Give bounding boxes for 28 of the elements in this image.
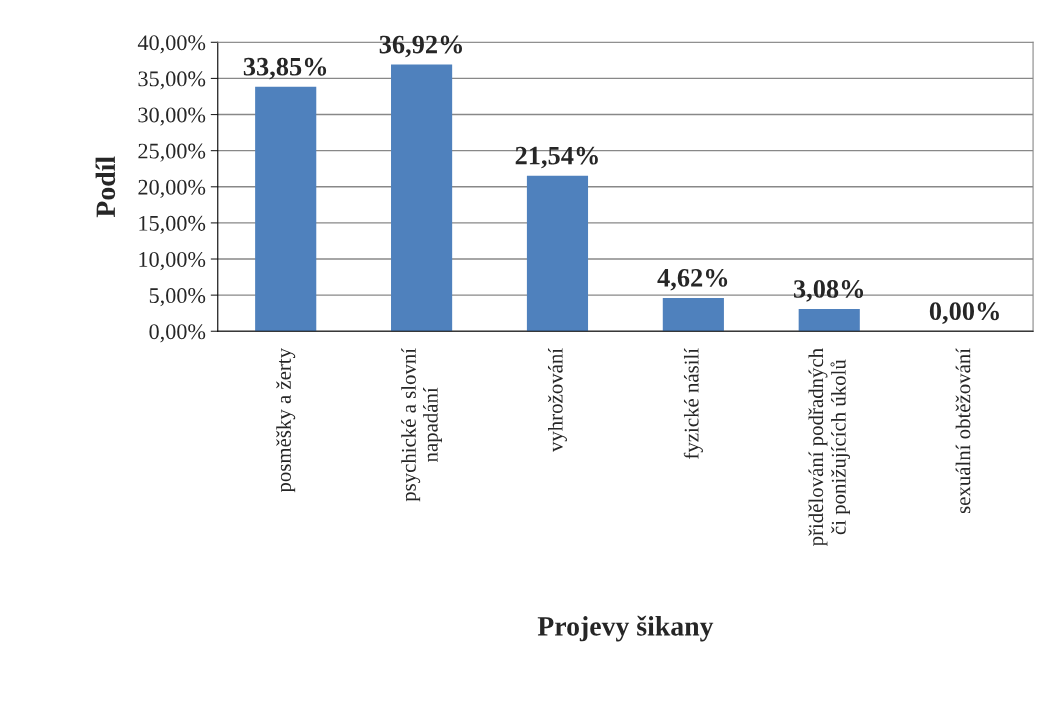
data-label: 21,54% — [515, 146, 598, 169]
y-tick-label: 30,00% — [138, 107, 206, 126]
x-tick-label: sexuální obtěžování — [955, 348, 971, 514]
y-tick-label: 40,00% — [137, 35, 206, 54]
data-label: 3,08% — [793, 280, 864, 302]
y-tick-label: 20,00% — [138, 179, 206, 198]
y-tick-label: 0,00% — [149, 324, 206, 343]
y-tick-label: 25,00% — [138, 143, 206, 162]
y-tick-label: 35,00% — [138, 71, 206, 90]
y-tick-label: 15,00% — [139, 215, 206, 235]
x-tick-label: psychické a slovní napadání — [401, 348, 442, 502]
x-tick-label: fyzické násilí — [683, 348, 703, 459]
y-axis-title: Podíl — [95, 156, 116, 218]
data-label: 4,62% — [657, 268, 728, 291]
bar — [662, 297, 724, 332]
x-tick-label: vyhrožování — [547, 348, 567, 453]
y-tick-label: 5,00% — [149, 288, 206, 307]
bar — [255, 86, 317, 332]
y-tick-label: 10,00% — [139, 251, 206, 271]
data-label: 36,92% — [379, 35, 462, 58]
bar — [526, 175, 589, 332]
bar — [798, 309, 860, 332]
bar — [391, 64, 453, 332]
x-tick-label: posměšky a žerty — [276, 348, 296, 493]
data-label: 33,85% — [243, 57, 327, 80]
data-label: 0,00% — [929, 302, 999, 324]
x-axis-title: Projevy šikany — [537, 615, 714, 642]
x-tick-label: přidělování podřadných či ponižujících úkolů — [808, 348, 850, 547]
